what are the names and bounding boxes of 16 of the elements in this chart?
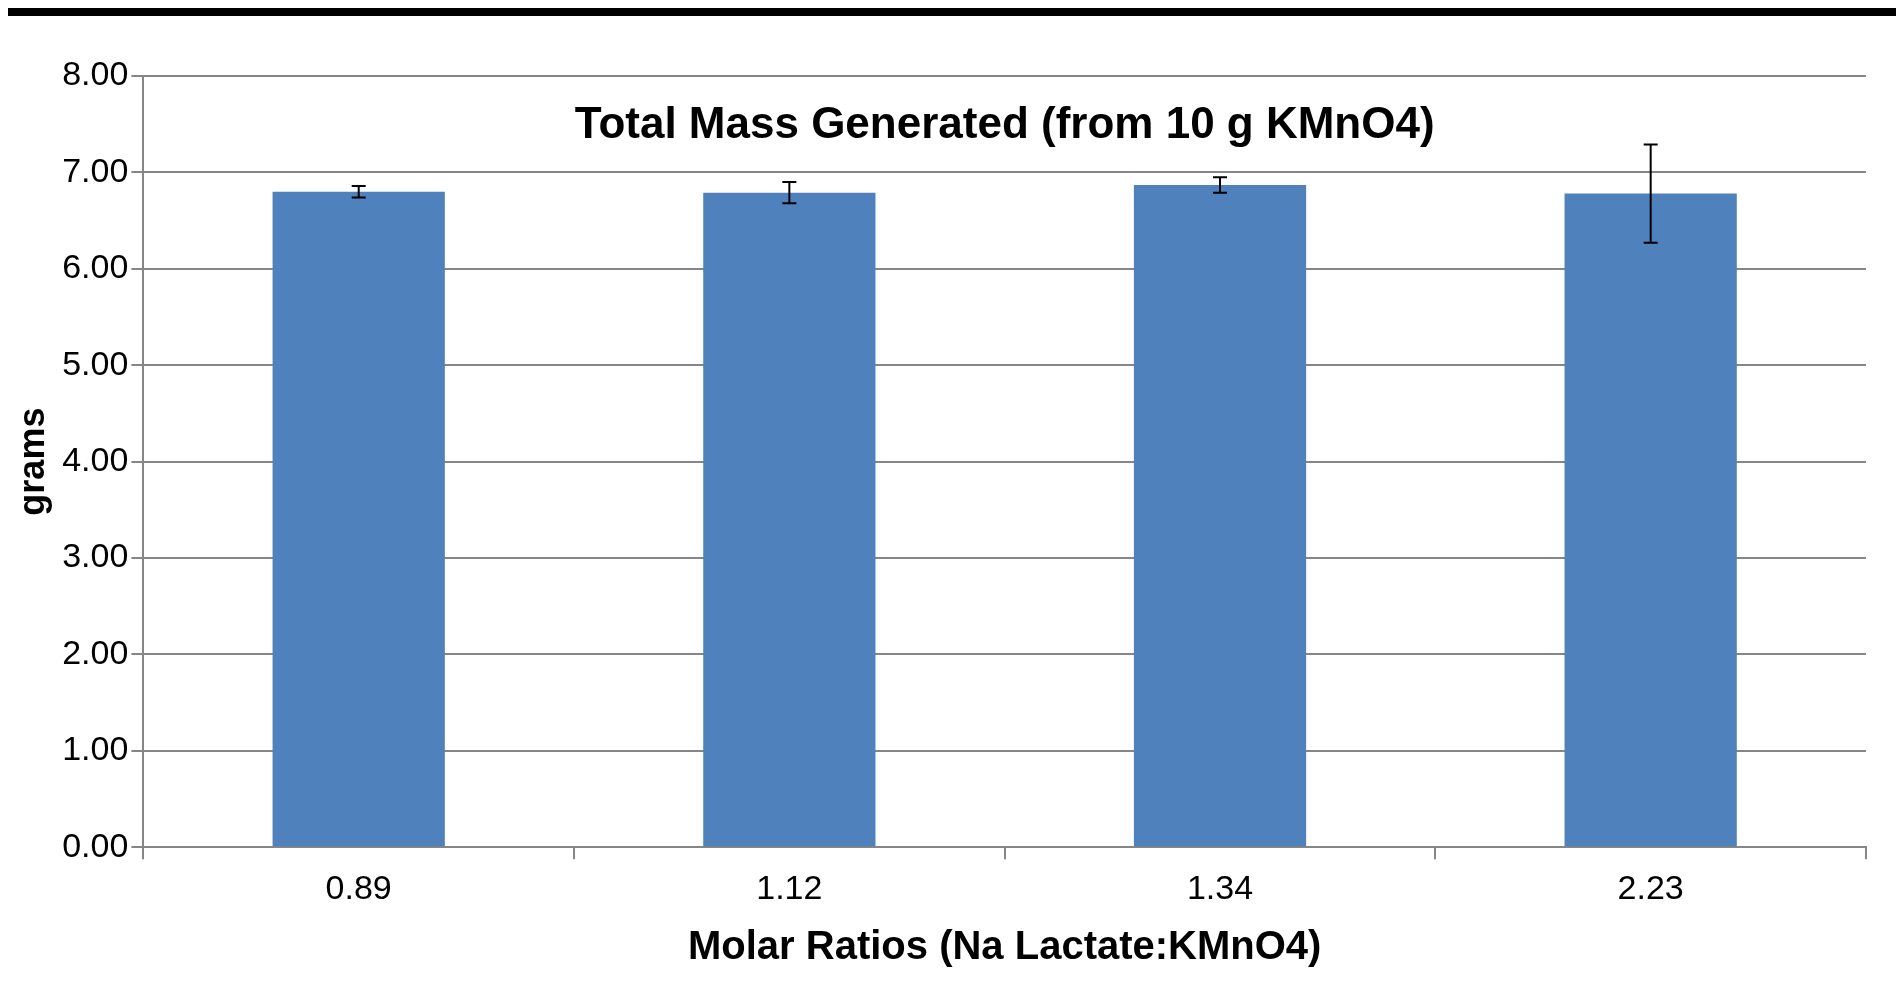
y-tick-label: 5.00 (62, 343, 129, 382)
y-tick-label: 2.00 (62, 632, 129, 671)
x-tick-label: 1.34 (1186, 867, 1254, 906)
y-axis-title: grams (10, 407, 52, 516)
y-tick-label: 6.00 (62, 247, 129, 286)
y-tick-label: 3.00 (62, 536, 129, 575)
y-tick-label: 4.00 (62, 439, 129, 478)
x-axis-title: Molar Ratios (Na Lactate:KMnO4) (687, 923, 1322, 968)
y-tick-label: 7.00 (62, 150, 129, 189)
text: Total Mass Generated (from 10 g KMnO4) (574, 98, 1435, 148)
y-tick-label: 1.00 (62, 729, 129, 768)
x-tick-label: 0.89 (325, 867, 392, 906)
y-tick-label: 0.00 (62, 825, 129, 864)
y-tick-label: 8.00 (62, 54, 129, 93)
x-tick-label: 2.23 (1617, 867, 1684, 906)
x-tick-label: 1.12 (756, 867, 823, 906)
